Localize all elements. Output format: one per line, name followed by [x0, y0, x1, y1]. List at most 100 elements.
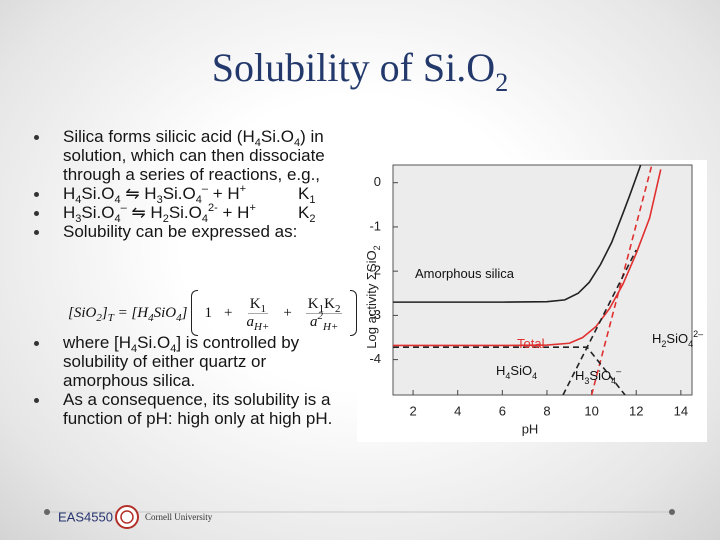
- text-run: SiO: [666, 331, 688, 346]
- text-run: H: [652, 331, 661, 346]
- curve-label: Amorphous silica: [415, 266, 515, 281]
- bullet-item: As a consequence, its solubility is a fu…: [28, 390, 338, 428]
- text-run: ]: [181, 304, 188, 321]
- text-run: 4: [532, 371, 537, 381]
- equation-lhs: [SiO2]T = [H4SiO4]: [68, 304, 188, 324]
- data-line: [562, 249, 637, 395]
- text-run: H: [63, 203, 76, 222]
- denominator: aH+: [246, 313, 270, 333]
- text-run: + H: [208, 184, 240, 203]
- bullet-dot: [34, 135, 39, 140]
- text-run: H: [575, 368, 584, 383]
- text-run: SiO: [153, 304, 177, 321]
- data-line: [393, 169, 662, 347]
- text-run: 2: [96, 311, 102, 324]
- x-tick-label: 2: [409, 403, 416, 418]
- fraction: K1 aH+: [246, 295, 270, 333]
- denominator: a2H+: [309, 310, 339, 333]
- equilibrium-constant: K2: [298, 203, 315, 225]
- text-run: 4: [148, 311, 154, 324]
- x-tick-label: 8: [543, 403, 550, 418]
- curve-label: Total: [517, 336, 545, 351]
- plot-area: [392, 164, 693, 396]
- equation-one: 1: [204, 304, 212, 321]
- curve-label: H3SiO4–: [575, 366, 621, 386]
- bullet-list: Silica forms silicic acid (H4Si.O4) in s…: [28, 127, 368, 241]
- bullet-list: where [H4Si.O4] is controlled by solubil…: [28, 333, 368, 428]
- brace-right: [350, 290, 358, 336]
- text-run: –: [201, 183, 208, 195]
- text-run: 4: [195, 194, 202, 206]
- y-tick-label: -4: [369, 351, 381, 366]
- x-tick-label: 6: [499, 403, 506, 418]
- text-run: H: [496, 363, 505, 378]
- text-run: As a consequence, its solubility is a fu…: [63, 390, 333, 428]
- text-run: ⇋ H: [120, 184, 157, 203]
- y-axis-label: Log activity ΣSiO2: [364, 245, 382, 348]
- text-run: +: [239, 183, 247, 195]
- text-run: –: [120, 202, 127, 214]
- equation: [SiO2]T = [H4SiO4] 1 + K1 aH+ + K1K2 a2H+: [68, 290, 358, 336]
- bullet-dot: [34, 230, 39, 235]
- logo-seal-inner: [120, 510, 134, 524]
- text-run: 4: [114, 213, 121, 225]
- equilibrium-constant: K1: [298, 184, 316, 206]
- x-axis-label: pH: [522, 421, 539, 436]
- text-run: Si.O: [81, 203, 115, 222]
- text-run: = [: [113, 304, 138, 321]
- text-run: 4: [611, 376, 616, 386]
- text-run: K: [249, 295, 261, 312]
- slide-title: Solubility of Si.O2: [0, 44, 720, 98]
- title-text: Solubility of Si.O: [211, 45, 496, 90]
- plot-lines: [393, 165, 662, 395]
- text-run: 1: [260, 302, 267, 315]
- text-run: H: [137, 304, 149, 321]
- text-run: 1: [318, 302, 325, 315]
- text-run: K: [298, 184, 310, 203]
- text-run: H+: [322, 320, 339, 333]
- text-run: 4: [254, 137, 261, 149]
- bullet-item: H4Si.O4 ⇋ H3Si.O4– + H+ K1: [28, 183, 338, 206]
- bullet-dot: [34, 211, 39, 216]
- footer-university: Cornell University: [145, 512, 213, 522]
- x-tick-label: 10: [584, 403, 598, 418]
- text-run: 4: [201, 213, 208, 225]
- text-run: 4: [131, 343, 138, 355]
- text-run: Si.O: [81, 184, 115, 203]
- text-run: T: [107, 311, 114, 324]
- text-run: 4: [114, 194, 121, 206]
- y-tick-label: 0: [374, 174, 381, 189]
- title-subscript: 2: [495, 68, 509, 97]
- text-run: Silica forms silicic acid (H: [63, 127, 255, 146]
- text-run: Solubility can be expressed as:: [63, 222, 298, 241]
- text-run: 1: [309, 194, 316, 206]
- text-run: 2: [661, 339, 666, 349]
- bullet-item: Silica forms silicic acid (H4Si.O4) in s…: [28, 127, 338, 184]
- text-run: –: [616, 366, 621, 376]
- text-run: Si.O: [162, 184, 196, 203]
- y-tick-label: -1: [369, 218, 381, 233]
- text-run: Amorphous silica: [415, 266, 515, 281]
- text-run: a: [246, 313, 254, 330]
- text-run: 2: [372, 245, 382, 250]
- text-run: 2: [334, 302, 341, 315]
- footer-course: EAS4550: [58, 509, 113, 524]
- text-run: + H: [217, 203, 250, 222]
- text-run: a: [309, 313, 318, 330]
- text-run: ] is controlled by solubility of either …: [63, 333, 300, 390]
- text-run: ⇋ H: [126, 203, 163, 222]
- numerator: K1K2: [305, 296, 343, 315]
- fraction: K1K2 a2H+: [305, 296, 343, 333]
- logo-seal: [115, 505, 139, 529]
- footer-dot: [669, 509, 675, 515]
- text-run: [SiO: [68, 304, 97, 321]
- text-run: H+: [253, 320, 270, 333]
- text-run: K: [298, 203, 310, 222]
- text-run: 3: [156, 194, 163, 206]
- bullet-item: H3Si.O4– ⇋ H2Si.O42- + H+ K2: [28, 202, 338, 225]
- bullet-item: Solubility can be expressed as:: [28, 222, 338, 241]
- equation-plus: +: [223, 304, 233, 321]
- x-tick-label: 4: [454, 403, 461, 418]
